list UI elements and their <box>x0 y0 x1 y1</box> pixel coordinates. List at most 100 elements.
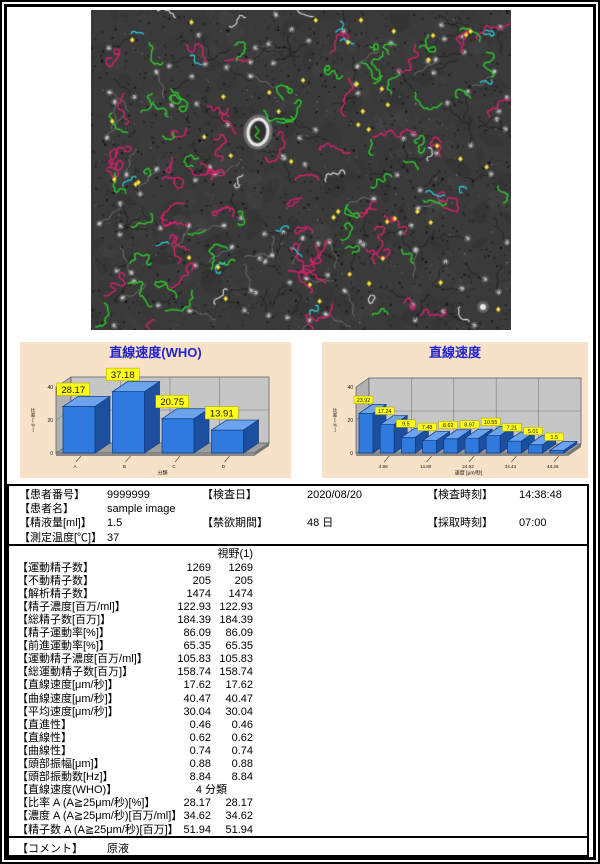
measurement-value-total: 0.62 <box>189 731 211 744</box>
bar-front <box>528 444 543 454</box>
measurement-value-field1: 51.94 <box>225 823 253 836</box>
table-row: 【頭部振幅[μm]】 0.88 0.88 <box>9 758 587 772</box>
bar-side <box>243 419 259 454</box>
field-value: 2020/08/20 <box>307 489 363 501</box>
measurement-value-total: 40.47 <box>183 692 211 705</box>
measurement-value-field1: 1269 <box>228 561 253 574</box>
field-label: 【検査時刻】 <box>427 489 493 501</box>
value-label: 7.48 <box>422 425 433 431</box>
value-label: 1.5 <box>551 435 559 441</box>
y-axis-title: 比率[%] <box>333 407 338 432</box>
bar-front <box>358 413 374 454</box>
measurement-value-total: 17.62 <box>183 679 211 692</box>
bar-front <box>549 450 565 454</box>
field-value: 9999999 <box>107 489 150 501</box>
measurement-label: 【総精子数[百万]】 <box>17 613 112 626</box>
value-label: 5.01 <box>528 429 539 435</box>
table-row: 【前進運動率[%]】 65.35 65.35 <box>9 640 587 654</box>
measurement-label: 【濃度 A (A≧25μm/秒)[百万/ml]】 <box>17 810 183 823</box>
measurement-value-total: 8.84 <box>189 771 211 784</box>
measurement-label: 【直線性】 <box>17 731 72 744</box>
y-tick-label: 20 <box>347 418 353 424</box>
measurement-value-total: 122.93 <box>177 600 211 613</box>
x-axis-title: 分類 <box>157 470 167 477</box>
value-label: 8.97 <box>464 423 475 429</box>
chart-floor-edge <box>356 453 568 456</box>
measurement-value-field1: 34.62 <box>225 810 253 823</box>
measurement-value-field1: 158.74 <box>219 666 253 679</box>
table-row: 【運動精子濃度[百万/ml]】 105.83 105.83 <box>9 653 587 667</box>
measurement-label: 【運動精子濃度[百万/ml]】 <box>17 653 148 666</box>
table-row: 【直線速度[μm/秒]】 17.62 17.62 <box>9 679 587 693</box>
measurement-value-field1: 40.47 <box>225 692 253 705</box>
chart-linear-velocity-who: 直線速度(WHO) 0 20 40 比率[%] 28.17 37.18 20.75 13.91… <box>20 342 291 478</box>
comment-value: 原液 <box>107 843 129 855</box>
measurement-label: 【直進性】 <box>17 718 72 731</box>
measurement-value-field1: 30.04 <box>225 705 253 718</box>
field-value: 37 <box>107 531 120 544</box>
measurement-label: 【頭部振動数[Hz]】 <box>17 771 114 784</box>
measurement-value-total: 34.62 <box>183 810 211 823</box>
bar-front <box>112 391 145 454</box>
x-tick <box>224 455 230 463</box>
table-row: 【曲線速度[μm/秒]】 40.47 40.47 <box>9 693 587 707</box>
measurement-value-field1: 28.17 <box>225 797 253 810</box>
x-tick-label: 34.44 <box>505 464 517 469</box>
measurement-value-field1: 65.35 <box>225 640 253 653</box>
bar-side <box>144 380 160 454</box>
x-tick-label: D <box>222 464 226 469</box>
measurement-value-total: 30.04 <box>183 705 211 718</box>
chart-title: 直線速度 <box>428 345 481 360</box>
value-label-box <box>155 395 189 409</box>
table-row: 【総運動精子数[百万]】 158.74 158.74 <box>9 666 587 680</box>
bar-front <box>161 418 195 454</box>
x-tick-label: B <box>123 464 126 469</box>
measurement-label: 【精子数 A (A≧25μm/秒)[百万]】 <box>17 823 179 836</box>
measurement-value-field1: 122.93 <box>219 600 253 613</box>
value-label: 37.18 <box>111 370 135 381</box>
measurement-value-field1: 184.39 <box>219 613 253 626</box>
x-tick-label: 24.62 <box>462 464 474 469</box>
column-header: 視野(1) <box>217 548 253 560</box>
value-label: 28.17 <box>61 385 85 396</box>
measurement-value-total: 0.74 <box>189 744 211 757</box>
bar-front <box>211 429 244 454</box>
x-tick <box>125 455 131 463</box>
bar-chart-who: 0 20 40 比率[%] 28.17 37.18 20.75 13.91 A B C D 分類 <box>31 367 271 477</box>
chart-linear-velocity: 直線速度 0 20 40 比率[%] 23.92 17.24 9.5 7.48 8.62 8.97… <box>322 342 588 478</box>
bar-front <box>464 437 480 454</box>
bar-front <box>507 440 522 454</box>
x-tick <box>468 455 475 463</box>
measurement-value-total: 1269 <box>186 561 211 574</box>
x-tick <box>174 455 181 463</box>
microscopy-image <box>91 10 511 330</box>
value-label: 13.91 <box>210 408 234 419</box>
bar-side <box>563 440 578 454</box>
table-row: 【直進性】 0.46 0.46 <box>9 719 587 733</box>
comment-label: 【コメント】 <box>17 843 83 855</box>
measurement-value-field1: 0.74 <box>231 744 253 757</box>
measurement-value-total: 158.74 <box>177 666 211 679</box>
value-label-box <box>56 382 90 396</box>
value-label-box <box>105 367 140 381</box>
field-value: 14:38:48 <box>519 489 562 501</box>
measurement-value-field1: 17.62 <box>225 679 253 692</box>
field-value: 1.5 <box>107 517 123 530</box>
patient-info-table: 【患者番号】 9999999 【検査日】 2020/08/20 【検査時刻】 14:38:… <box>7 484 589 546</box>
measurement-label: 【直線速度[μm/秒]】 <box>17 679 119 692</box>
patient-info-row: 【測定温度[℃]】 37 <box>9 532 587 546</box>
measurement-label: 【不動精子数】 <box>17 574 94 587</box>
value-label: 17.24 <box>378 409 392 415</box>
value-label-box <box>417 422 437 431</box>
chart-floor-edge <box>568 444 581 456</box>
table-row: 【不動精子数】 205 205 <box>9 575 587 589</box>
table-row: 【比率 A (A≧25μm/秒)[%]】 28.17 28.17 <box>9 797 587 811</box>
x-tick <box>75 455 82 463</box>
measurement-value-field1: 86.09 <box>225 627 253 639</box>
measurement-value-total: 65.35 <box>183 640 211 653</box>
y-tick-label: 20 <box>47 418 53 424</box>
table-row: 【精子運動率[%]】 86.09 86.09 <box>9 627 587 641</box>
measurement-value-total: 105.83 <box>177 653 211 666</box>
gridline <box>355 377 370 388</box>
table-row: 【直線速度(WHO)】 4 分類 <box>9 784 587 798</box>
